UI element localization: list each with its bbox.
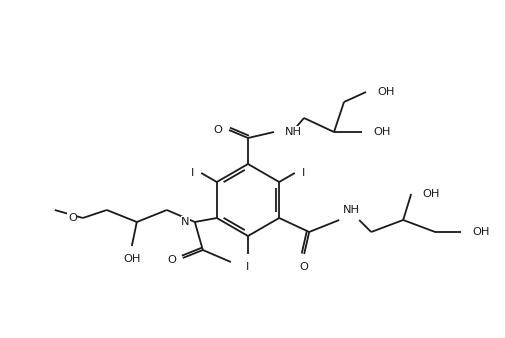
Text: NH: NH — [284, 127, 301, 137]
Text: OH: OH — [123, 254, 140, 264]
Text: O: O — [167, 255, 175, 265]
Text: OH: OH — [372, 127, 390, 137]
Text: I: I — [246, 262, 249, 272]
Text: OH: OH — [421, 189, 439, 199]
Text: I: I — [301, 168, 305, 178]
Text: O: O — [213, 125, 222, 135]
Text: I: I — [190, 168, 194, 178]
Text: OH: OH — [471, 227, 489, 237]
Text: O: O — [68, 213, 77, 223]
Text: O: O — [299, 262, 308, 272]
Text: NH: NH — [342, 205, 360, 215]
Text: OH: OH — [376, 87, 394, 97]
Text: N: N — [181, 217, 189, 227]
